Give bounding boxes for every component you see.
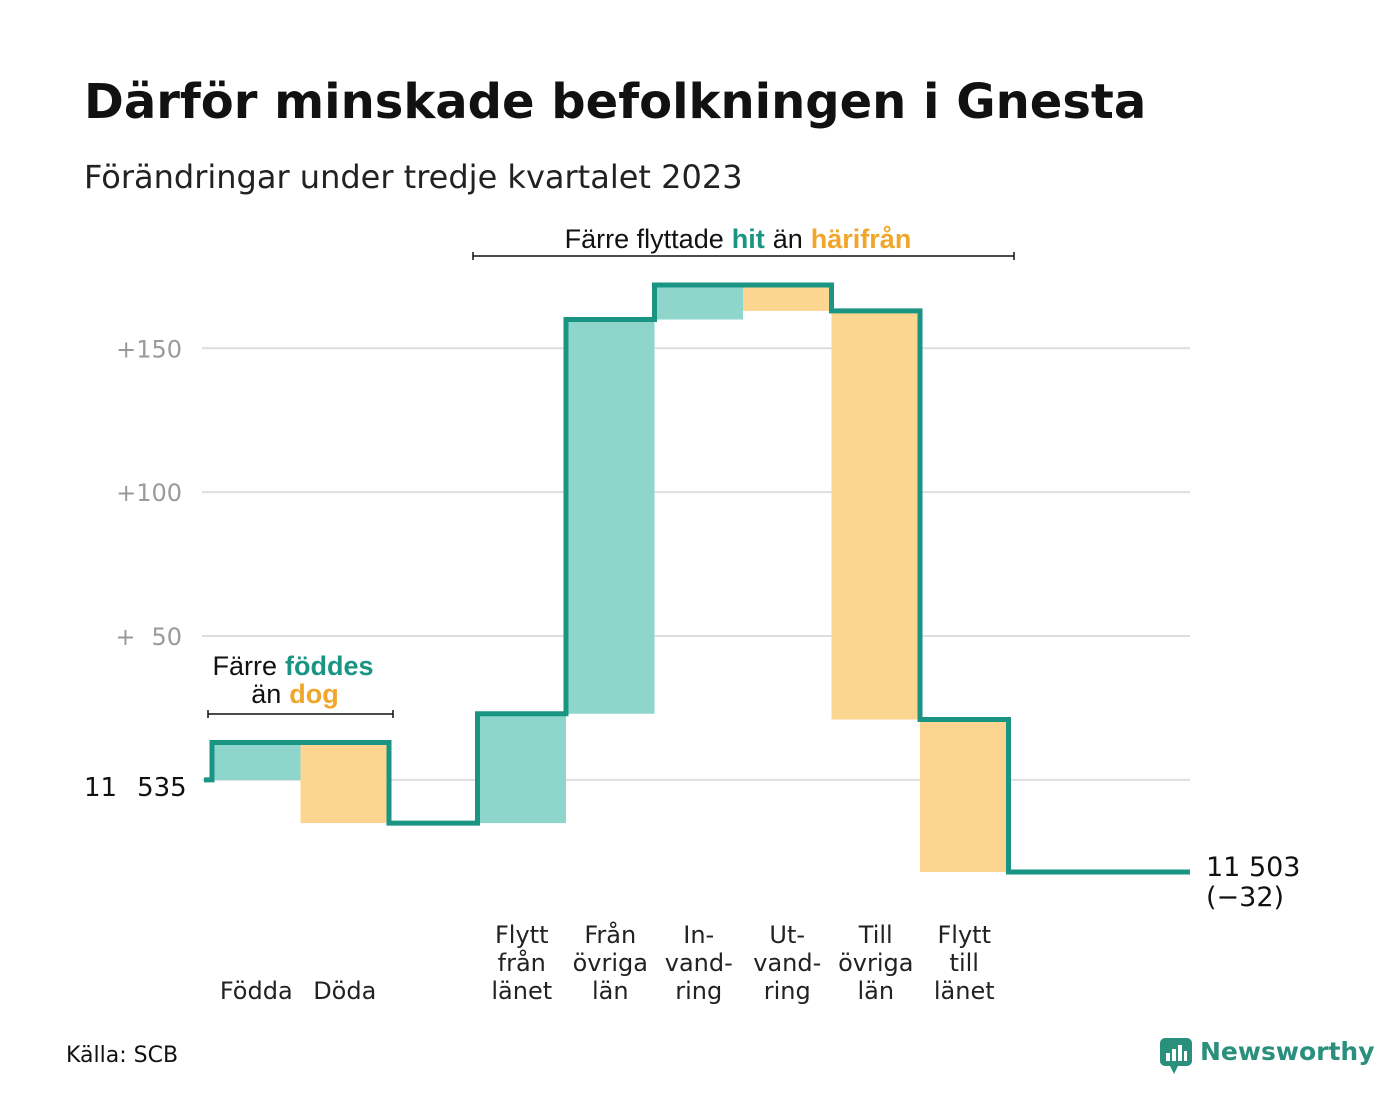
annotations: Färre flyttade hit än härifrån Färre föddesän… bbox=[207, 224, 1015, 718]
annotation-text: Färre föddes bbox=[212, 651, 373, 681]
y-tick-label: +150 bbox=[116, 335, 182, 363]
gridlines bbox=[202, 347, 1190, 781]
start-value-label: 11 535 bbox=[84, 773, 187, 803]
bars bbox=[212, 285, 1009, 872]
category-label: län bbox=[592, 977, 629, 1005]
category-label: länet bbox=[491, 977, 552, 1005]
brand-name: Newsworthy bbox=[1200, 1037, 1375, 1066]
bar-döda bbox=[300, 742, 389, 824]
y-tick-label: +100 bbox=[116, 479, 182, 507]
bar-till-övriga-län bbox=[831, 310, 920, 720]
category-label: Födda bbox=[220, 977, 293, 1005]
bar-från-övriga-län bbox=[566, 319, 655, 714]
y-axis-ticks: +50 +100 +150 bbox=[115, 335, 182, 651]
bar-flytt-till-länet bbox=[920, 719, 1009, 872]
annotation-text: Färre flyttade hit än härifrån bbox=[565, 224, 912, 254]
running-total-line bbox=[204, 282, 1190, 875]
category-label: Från bbox=[584, 920, 636, 949]
category-label: från bbox=[498, 948, 546, 977]
category-label: vand- bbox=[665, 949, 733, 977]
category-label: ring bbox=[764, 977, 811, 1005]
category-label: länet bbox=[934, 977, 995, 1005]
running-total-line bbox=[204, 282, 1190, 875]
category-label: Ut- bbox=[769, 921, 805, 949]
category-labels: Födda DödaFlyttfrånlänetFrånövrigalänIn-v… bbox=[220, 920, 995, 1005]
annotation-bracket-births bbox=[207, 710, 394, 718]
source-note: Källa: SCB bbox=[66, 1043, 178, 1068]
category-label: övriga bbox=[573, 949, 648, 977]
category-label: In- bbox=[683, 921, 714, 949]
bar-födda bbox=[212, 742, 301, 780]
bar-ut--vand--ring bbox=[743, 285, 832, 311]
category-label: län bbox=[857, 977, 894, 1005]
category-label: Flytt bbox=[495, 921, 549, 949]
bar-flytt-från-länet bbox=[477, 713, 566, 824]
chart-title: Därför minskade befolkningen i Gnesta bbox=[84, 74, 1146, 130]
category-label: till bbox=[950, 949, 979, 977]
brand-logo: Newsworthy bbox=[1160, 1037, 1375, 1074]
bar-in--vand--ring bbox=[654, 285, 743, 320]
category-label: Till bbox=[858, 921, 893, 949]
category-label: vand- bbox=[753, 949, 821, 977]
category-label: Döda bbox=[313, 977, 376, 1005]
annotation-bracket-migration bbox=[472, 252, 1015, 260]
category-label: övriga bbox=[838, 949, 913, 977]
category-label: Flytt bbox=[938, 921, 992, 949]
annotation-text: än dog bbox=[251, 679, 339, 709]
end-value-label: 11 503 (−32) bbox=[1206, 852, 1300, 913]
category-label: ring bbox=[675, 977, 722, 1005]
y-tick-label: +50 bbox=[115, 623, 182, 651]
newsworthy-logo-icon bbox=[1160, 1038, 1192, 1074]
chart-subtitle: Förändringar under tredje kvartalet 2023 bbox=[84, 158, 743, 196]
